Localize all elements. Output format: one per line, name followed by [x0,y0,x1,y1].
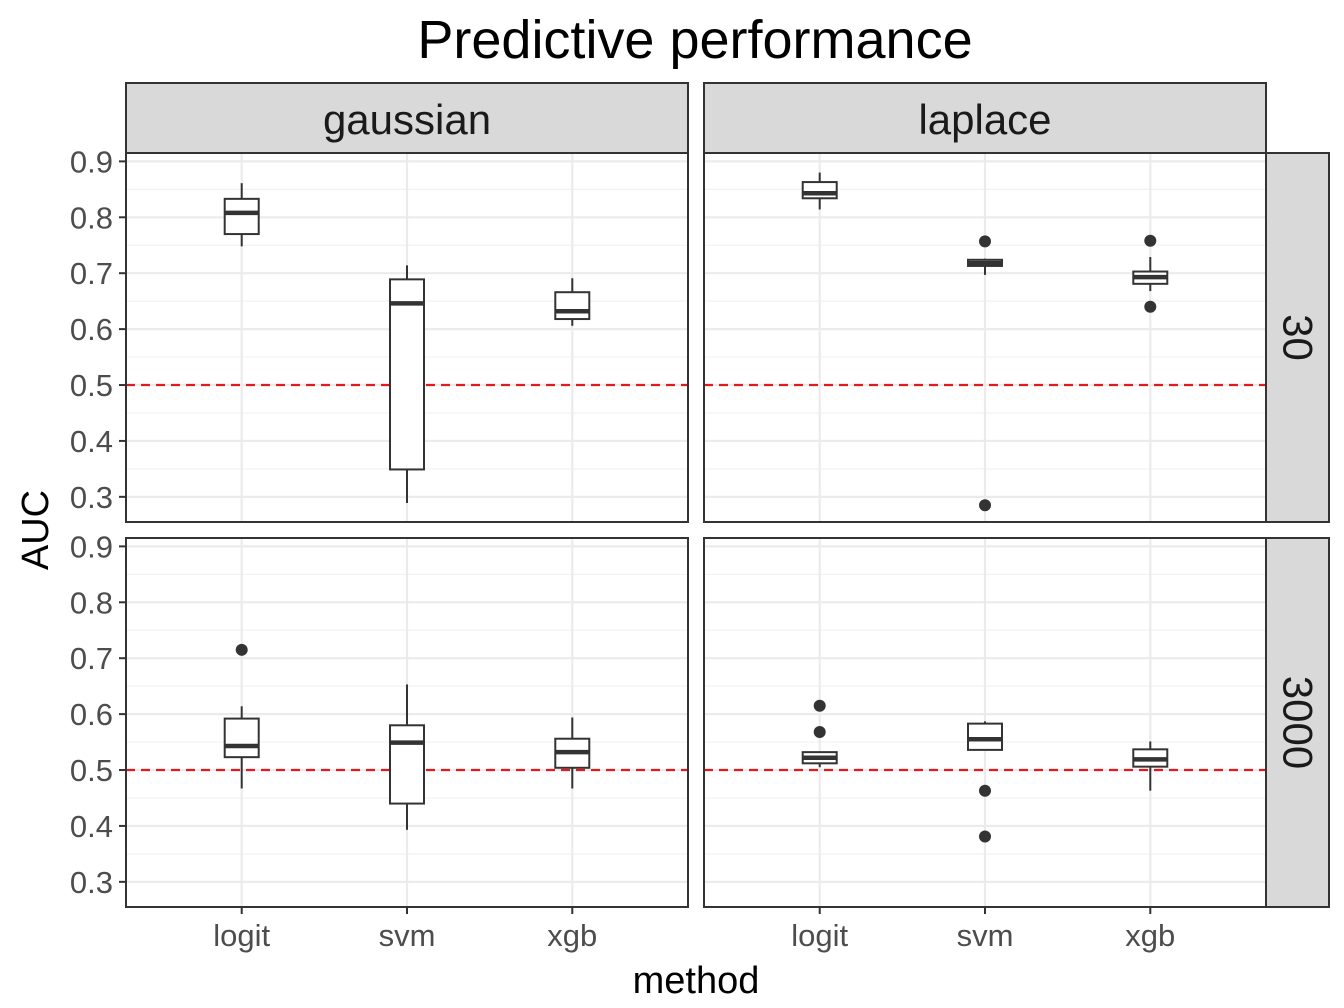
box-svm [967,235,1003,512]
box-xgb [1132,741,1169,791]
strip-label-laplace: laplace [918,96,1051,143]
y-tick-label: 0.9 [70,144,113,179]
outlier-point [813,699,826,712]
outlier-point [235,643,248,656]
strip-label-30: 30 [1275,314,1322,361]
y-tick-label: 0.4 [70,424,113,459]
box-xgb [554,717,591,789]
box-body [389,724,425,805]
box-xgb [554,278,591,326]
box-body [389,278,425,471]
x-tick-label: logit [791,918,848,953]
strip-right-3000 [1265,537,1330,908]
box-body [223,717,260,759]
chart-title: Predictive performance [417,10,972,70]
y-tick-label: 0.7 [70,256,113,291]
box-logit [223,183,260,247]
y-tick-label: 0.4 [70,809,113,844]
panel-gaussian-30 [125,152,689,523]
x-tick-label: xgb [547,918,597,953]
x-tick-label: xgb [1125,918,1175,953]
y-tick-label: 0.9 [70,529,113,564]
outlier-point [979,784,991,797]
box-xgb [1132,234,1169,313]
y-axis-label: AUC [15,490,57,570]
x-tick-label: svm [379,918,436,953]
y-tick-label: 0.3 [70,480,113,515]
box-body [554,291,591,321]
x-axis-label: method [633,960,760,1002]
y-tick-label: 0.8 [70,585,113,620]
outlier-point [979,235,991,248]
box-body [223,197,260,236]
y-tick-label: 0.6 [70,697,113,732]
outlier-point [979,499,991,512]
box-logit [801,172,838,210]
outlier-point [813,726,826,739]
outlier-point [979,830,991,843]
facet-panels [125,152,1267,908]
box-svm [389,684,425,830]
strip-label-3000: 3000 [1275,676,1322,769]
y-tick-label: 0.5 [70,753,113,788]
y-tick-label: 0.5 [70,368,113,403]
strip-right-30 [1265,152,1330,523]
box-logit [801,699,838,768]
box-logit [223,643,260,789]
box-svm [389,265,425,503]
panel-gaussian-3000 [125,537,689,908]
outlier-point [1144,300,1157,313]
x-tick-label: logit [213,918,270,953]
y-tick-label: 0.8 [70,200,113,235]
x-tick-label: svm [957,918,1014,953]
strip-top-gaussian [125,82,689,154]
facet-strips: gaussian laplace 30 3000 [125,82,1330,908]
panel-laplace-3000 [703,537,1267,908]
box-body [967,722,1003,751]
y-tick-label: 0.7 [70,641,113,676]
box-svm [967,721,1003,843]
strip-label-gaussian: gaussian [323,96,491,143]
axes: 0.3 0.4 0.5 0.6 0.7 0.8 0.9 0.3 0.4 0.5 0.6 0.7 0.8 0… [70,144,1175,953]
box-body [801,181,838,200]
strip-top-laplace [703,82,1267,154]
y-tick-label: 0.3 [70,865,113,900]
outlier-point [1144,234,1157,247]
panel-laplace-30 [703,152,1267,523]
y-tick-label: 0.6 [70,312,113,347]
